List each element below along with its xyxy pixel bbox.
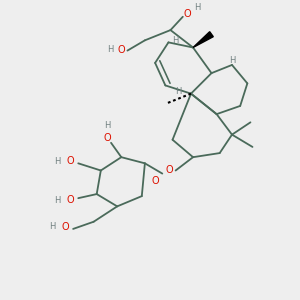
Text: H: H [50,222,56,231]
Text: O: O [166,166,173,176]
Text: H: H [55,196,61,205]
Text: O: O [103,133,111,143]
Text: O: O [61,222,69,232]
Text: H: H [229,56,235,65]
Text: H: H [172,36,179,45]
Text: O: O [118,45,125,55]
Text: O: O [66,195,74,205]
Text: O: O [66,156,74,166]
Text: H: H [104,121,110,130]
Text: O: O [183,9,191,19]
Polygon shape [193,32,213,47]
Text: H: H [107,45,113,54]
Text: H: H [55,157,61,166]
Text: O: O [151,176,159,186]
Text: H: H [194,3,200,12]
Text: H: H [176,87,182,96]
